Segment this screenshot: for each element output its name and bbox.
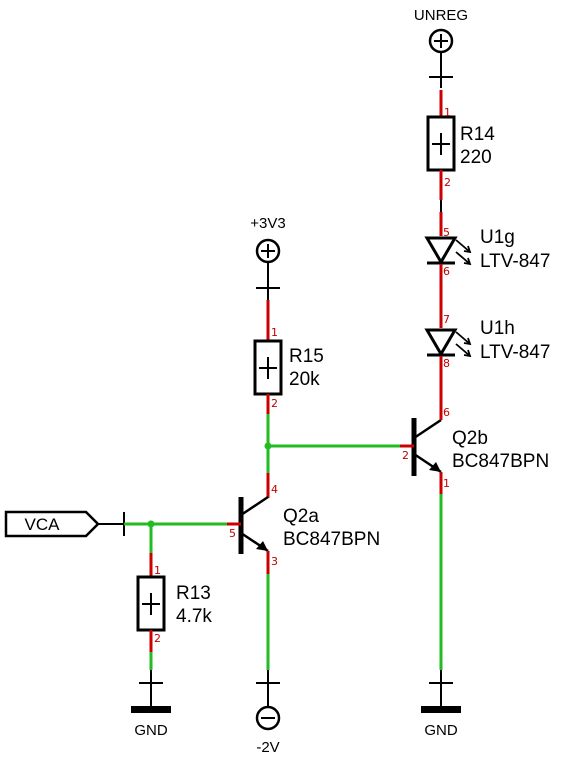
gnd-right-label: GND xyxy=(424,722,458,739)
vca-label: VCA xyxy=(25,515,61,534)
q2a-pin-3: 3 xyxy=(271,555,278,568)
q2b-pin-2: 2 xyxy=(402,449,409,462)
q2b-value: BC847BPN xyxy=(452,451,549,472)
vneg-power-symbol: -2V xyxy=(255,670,281,756)
r14-value: 220 xyxy=(460,147,492,168)
r15-resistor xyxy=(253,339,283,396)
q2b-pin-1: 1 xyxy=(443,477,450,490)
gnd-right-symbol: GND xyxy=(421,670,461,739)
u1g-value: LTV-847 xyxy=(480,251,550,272)
vneg-label: -2V xyxy=(256,739,279,756)
q2a-transistor xyxy=(227,495,269,554)
r13-pin-1: 1 xyxy=(154,564,161,577)
u1h-pin-7: 7 xyxy=(443,313,450,326)
gnd-left-label: GND xyxy=(134,722,168,739)
r13-ref: R13 xyxy=(176,583,211,604)
r13-value: 4.7k xyxy=(176,606,212,627)
u1g-ref: U1g xyxy=(480,227,515,248)
r14-pin-2: 2 xyxy=(444,176,451,189)
vca-port: VCA xyxy=(4,510,125,538)
r15-ref: R15 xyxy=(289,346,324,367)
u1h-led xyxy=(424,328,472,358)
q2b-pin-6: 6 xyxy=(443,406,450,419)
v3v3-power-symbol: +3V3 xyxy=(250,215,286,300)
u1h-ref: U1h xyxy=(480,318,515,339)
r15-pin-1: 1 xyxy=(271,326,278,339)
q2b-ref: Q2b xyxy=(452,428,488,449)
q2a-pin-5: 5 xyxy=(229,527,236,540)
unreg-power-symbol: UNREG xyxy=(414,7,468,88)
gnd-left-symbol: GND xyxy=(131,670,171,739)
r14-ref: R14 xyxy=(460,124,495,145)
u1g-pin-5: 5 xyxy=(443,226,450,239)
r15-pin-2: 2 xyxy=(271,397,278,410)
r14-pin-1: 1 xyxy=(444,106,451,119)
junction-dot xyxy=(264,442,272,450)
r13-resistor xyxy=(136,575,166,632)
r14-resistor xyxy=(426,115,456,172)
u1h-pin-8: 8 xyxy=(443,357,450,370)
q2a-ref: Q2a xyxy=(283,506,319,527)
u1h-value: LTV-847 xyxy=(480,342,550,363)
r13-pin-2: 2 xyxy=(154,632,161,645)
q2a-value: BC847BPN xyxy=(283,529,380,550)
q2a-pin-4: 4 xyxy=(271,483,278,496)
unreg-label: UNREG xyxy=(414,7,468,24)
r15-value: 20k xyxy=(289,369,320,390)
q2b-transistor xyxy=(400,393,443,476)
v3v3-label: +3V3 xyxy=(250,215,285,232)
u1g-pin-6: 6 xyxy=(443,265,450,278)
u1g-led xyxy=(424,236,472,266)
